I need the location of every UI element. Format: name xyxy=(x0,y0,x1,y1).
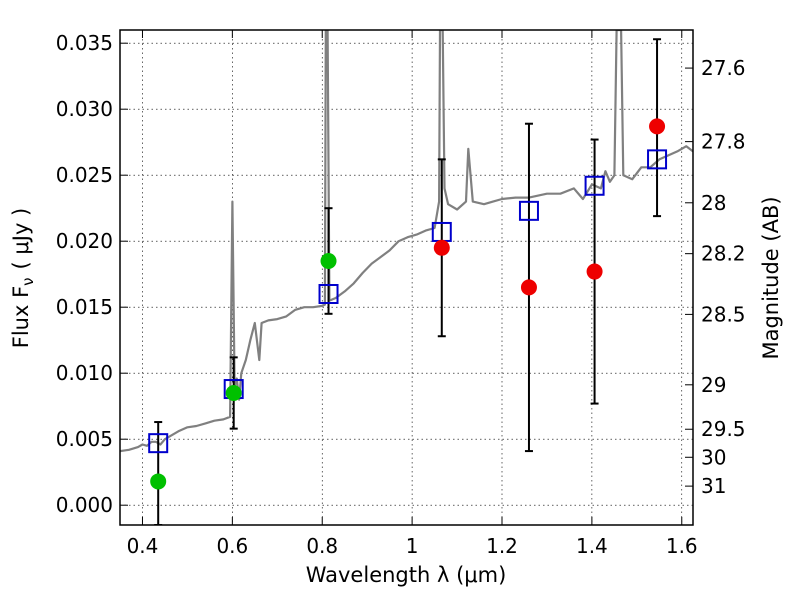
y-tick-label: 0.030 xyxy=(56,97,113,121)
y-tick-label: 0.005 xyxy=(56,427,113,451)
model-photometry-square xyxy=(148,433,169,454)
x-axis-label: Wavelength λ (μm) xyxy=(306,563,507,587)
y2-tick-label: 28.5 xyxy=(701,302,746,326)
y-tick-label: 0.000 xyxy=(56,493,113,517)
green-data-point xyxy=(150,473,167,490)
y-tick-label: 0.035 xyxy=(56,31,113,55)
x-tick-label: 1.2 xyxy=(486,534,518,558)
y2-tick-label: 31 xyxy=(701,474,726,498)
model-photometry-square xyxy=(518,200,539,221)
y2-tick-label: 29 xyxy=(701,373,726,397)
green-data-point xyxy=(225,385,242,401)
x-tick-label: 1 xyxy=(406,534,419,558)
x-tick-label: 1.4 xyxy=(576,534,608,558)
plot-frame xyxy=(119,29,694,526)
y2-axis-label: Magnitude (AB) xyxy=(759,196,783,359)
model-photometry-square xyxy=(318,284,339,304)
model-photometry-square xyxy=(647,149,668,170)
red-data-point xyxy=(586,263,603,280)
red-data-point xyxy=(649,118,666,135)
y-tick-label: 0.010 xyxy=(56,361,113,385)
x-tick-label: 1.6 xyxy=(666,534,698,558)
x-tick-label: 0.6 xyxy=(216,534,248,558)
grid xyxy=(120,30,693,525)
y-axis-label-subscript: ν xyxy=(19,277,37,285)
y2-tick-label: 30 xyxy=(701,445,726,469)
x-tick-label: 0.4 xyxy=(127,534,159,558)
y-axis-label: Flux Fν ( μJy ) xyxy=(9,208,37,349)
x-tick-label: 0.8 xyxy=(306,534,338,558)
red-data-point xyxy=(433,239,450,256)
ticks: 0.4 0.6 0.8 1 1.2 1.4 1.6 0.000 0.005 0.010 0.015 0… xyxy=(56,30,746,558)
y2-tick-label: 27.6 xyxy=(701,56,746,80)
red-data-point xyxy=(520,279,537,296)
green-data-point xyxy=(320,253,337,269)
y-tick-label: 0.015 xyxy=(56,295,113,319)
y2-tick-label: 28 xyxy=(701,191,726,215)
model-photometry-square xyxy=(584,175,605,196)
y2-tick-label: 29.5 xyxy=(701,417,746,441)
y2-tick-label: 28.2 xyxy=(701,242,746,266)
y2-tick-label: 27.8 xyxy=(701,130,746,154)
y-axis-label-unit: ( μJy ) xyxy=(9,208,33,270)
y-axis-label-main: Flux F xyxy=(9,286,33,348)
model-spectrum-line xyxy=(120,30,693,453)
y-tick-label: 0.020 xyxy=(56,229,113,253)
y-tick-label: 0.025 xyxy=(56,163,113,187)
plot-content xyxy=(120,30,693,525)
